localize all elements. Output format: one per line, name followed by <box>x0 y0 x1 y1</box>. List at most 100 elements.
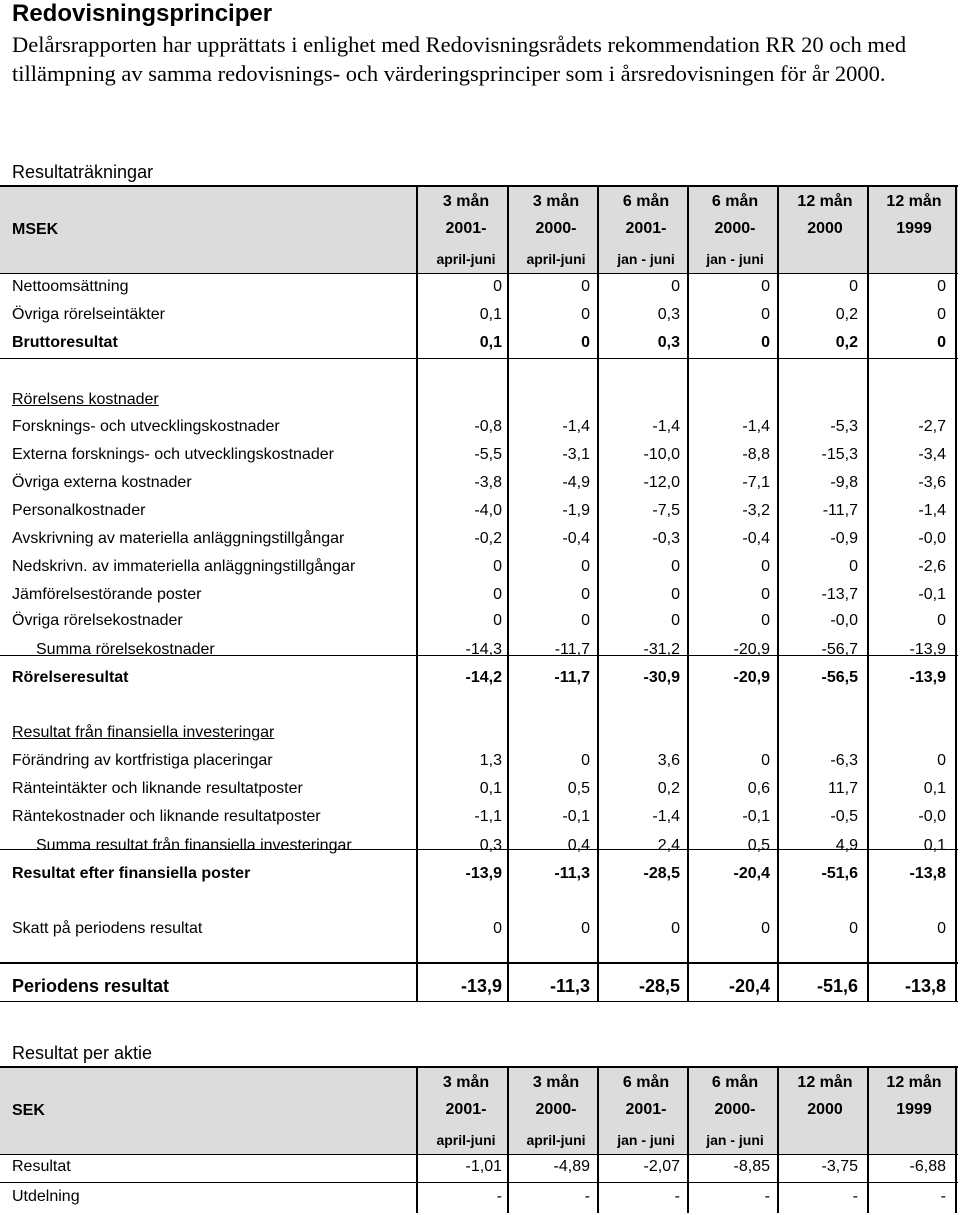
income-cell: -10,0 <box>643 446 680 463</box>
income-cell: -15,3 <box>821 446 858 463</box>
income-cell: -0,4 <box>742 530 770 547</box>
income-cell: -11,7 <box>554 669 590 686</box>
income-row: Nettoomsättning 0 0 0 0 0 0 <box>0 274 958 301</box>
income-row-label: Personalkostnader <box>12 502 146 519</box>
income-header-4-l3: jan - juni <box>706 251 764 267</box>
per-share-cell: - <box>852 1188 858 1205</box>
income-cell: 0 <box>493 612 502 629</box>
income-cell: -3,8 <box>474 474 502 491</box>
income-cell: -1,4 <box>652 808 680 825</box>
income-row-label: Skatt på periodens resultat <box>12 920 203 937</box>
income-cell: -1,4 <box>652 418 680 435</box>
per-share-header: SEK <box>0 1066 958 1155</box>
per-share-header-3-l3: jan - juni <box>617 1132 675 1148</box>
income-cell: 0 <box>493 558 502 575</box>
per-share-cell: -2,07 <box>643 1158 680 1175</box>
income-row-label: Summa resultat från finansiella invester… <box>36 837 352 854</box>
income-cell: -11,3 <box>554 865 590 882</box>
per-share-header-4-l1: 6 mån <box>711 1074 759 1091</box>
income-cell: -5,3 <box>830 418 858 435</box>
income-cell: -0,0 <box>918 530 946 547</box>
column-divider <box>777 1066 779 1213</box>
income-cell: 0 <box>937 920 946 937</box>
income-section-title: Resultaträkningar <box>12 162 154 182</box>
income-row-label: Bruttoresultat <box>12 334 118 351</box>
income-cell: 0,2 <box>657 780 680 797</box>
income-cell: 0,4 <box>567 837 590 854</box>
per-share-row-label: Utdelning <box>12 1188 80 1205</box>
income-row-label: Resultat efter finansiella poster <box>12 865 251 882</box>
income-row-label: Nedskrivn. av immateriella anläggningsti… <box>12 558 356 575</box>
income-cell: -3,4 <box>918 446 946 463</box>
row-divider <box>0 655 958 656</box>
column-divider <box>416 1066 418 1213</box>
row-divider <box>0 1001 958 1002</box>
income-row: Resultat efter finansiella poster -13,9 -1… <box>0 861 958 888</box>
column-divider <box>955 1066 957 1213</box>
income-cell: -13,8 <box>904 976 946 996</box>
income-cell: -0,0 <box>830 612 858 629</box>
income-cell: -0,8 <box>474 418 502 435</box>
per-share-cell: -8,85 <box>733 1158 770 1175</box>
income-cell: 0 <box>849 278 858 295</box>
column-divider <box>687 185 689 1002</box>
income-cell: 0 <box>581 612 590 629</box>
income-cell: 0 <box>937 306 946 323</box>
income-row: Bruttoresultat 0,1 0 0,3 0 0,2 0 <box>0 330 958 357</box>
income-cell: 0,1 <box>923 837 946 854</box>
income-row-label: Räntekostnader och liknande resultatpost… <box>12 808 321 825</box>
income-cell: 0 <box>581 752 590 769</box>
income-cell: -7,1 <box>742 474 770 491</box>
page-title: Redovisningsprinciper <box>12 0 273 27</box>
income-cell: -14,3 <box>465 641 502 658</box>
income-cell: -13,9 <box>465 865 502 882</box>
income-row-label: Resultat från finansiella investeringar <box>12 724 275 741</box>
income-cell: -1,1 <box>474 808 502 825</box>
income-header: MSEK <box>0 185 958 274</box>
income-cell: 0 <box>761 278 770 295</box>
per-share-unit-label: SEK <box>12 1102 45 1119</box>
income-cell: -56,5 <box>821 669 858 686</box>
per-share-header-5-l2: 2000 <box>807 1101 843 1118</box>
income-cell: -0,2 <box>474 530 502 547</box>
column-divider <box>955 185 957 1002</box>
income-cell: 0,2 <box>835 334 858 351</box>
income-cell: 0 <box>937 278 946 295</box>
income-cell: -0,1 <box>742 808 770 825</box>
income-header-3-l3: jan - juni <box>617 251 675 267</box>
income-header-2-l3: april-juni <box>526 251 586 267</box>
per-share-cell: - <box>584 1188 590 1205</box>
income-cell: -3,2 <box>742 502 770 519</box>
income-row-label: Externa forsknings- och utvecklingskostn… <box>12 446 334 463</box>
income-cell: 3,6 <box>657 752 680 769</box>
income-row: Externa forsknings- och utvecklingskostn… <box>0 442 958 469</box>
per-share-header-1-l2: 2001- <box>445 1101 487 1118</box>
income-cell: -0,5 <box>830 808 858 825</box>
income-cell: -6,3 <box>830 752 858 769</box>
income-row: Summa rörelsekostnader -14,3 -11,7 -31,2 -20… <box>0 637 958 664</box>
income-cell: 0,1 <box>479 334 502 351</box>
per-share-header-3-l2: 2001- <box>625 1101 667 1118</box>
income-row-label: Periodens resultat <box>12 976 170 996</box>
income-cell: -20,9 <box>733 641 770 658</box>
per-share-cell: - <box>940 1188 946 1205</box>
income-cell: 0 <box>581 306 590 323</box>
row-divider <box>0 1182 958 1183</box>
per-share-header-2-l2: 2000- <box>535 1101 577 1118</box>
income-header-4-l2: 2000- <box>714 220 756 237</box>
income-cell: -28,5 <box>638 976 680 996</box>
income-row-label: Summa rörelsekostnader <box>36 641 215 658</box>
income-cell: 0 <box>671 278 680 295</box>
income-cell: 0 <box>493 586 502 603</box>
income-row-label: Ränteintäkter och liknande resultatposte… <box>12 780 303 797</box>
income-header-1-l3: april-juni <box>436 251 496 267</box>
income-header-2-l2: 2000- <box>535 220 577 237</box>
income-row: Skatt på periodens resultat 0 0 0 0 0 0 <box>0 916 958 943</box>
income-header-5-l2: 2000 <box>807 220 843 237</box>
income-row: Ränteintäkter och liknande resultatposte… <box>0 776 958 803</box>
income-header-4-l1: 6 mån <box>711 193 759 210</box>
income-cell: 0 <box>581 558 590 575</box>
income-cell: -13,9 <box>460 976 502 996</box>
income-cell: 0 <box>581 334 590 351</box>
income-row-label: Forsknings- och utvecklingskostnader <box>12 418 280 435</box>
